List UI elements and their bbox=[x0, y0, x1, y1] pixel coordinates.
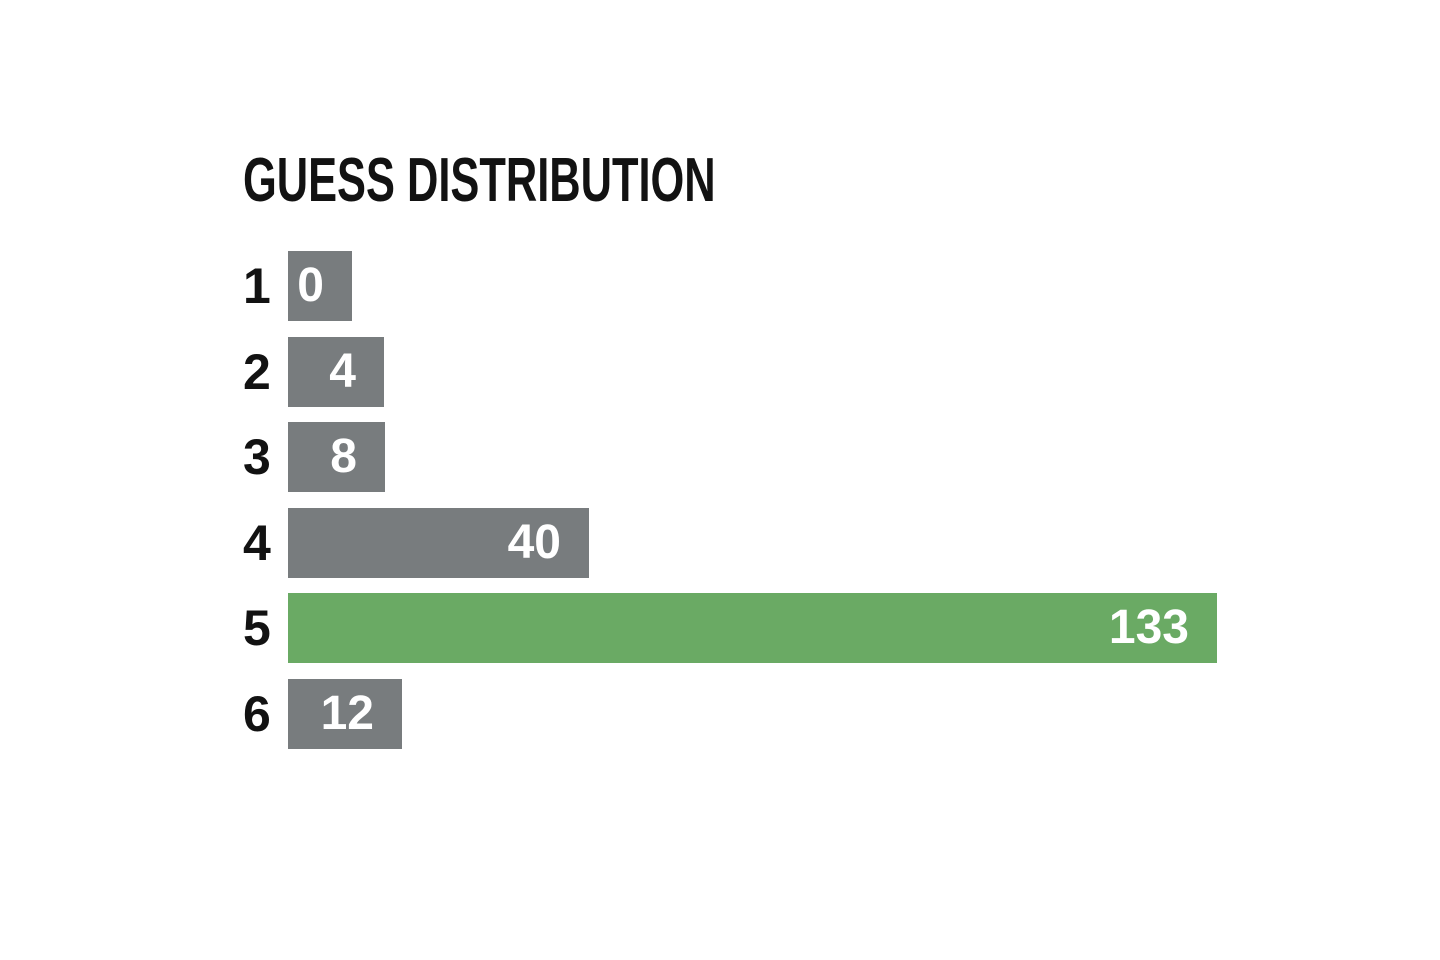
guess-count-bar-highlighted: 133 bbox=[288, 593, 1217, 663]
guess-number-label: 6 bbox=[243, 685, 271, 742]
guess-count-value: 4 bbox=[329, 344, 356, 398]
guess-count-value: 0 bbox=[297, 259, 324, 312]
guess-number-label: 3 bbox=[243, 429, 271, 485]
guess-number-label: 2 bbox=[243, 343, 271, 400]
chart-row-5: 5 133 bbox=[243, 593, 1217, 663]
guess-number-label: 1 bbox=[243, 258, 271, 314]
chart-row-6: 6 12 bbox=[243, 678, 1217, 749]
chart-row-4: 4 40 bbox=[243, 507, 1217, 578]
chart-rows: 1 0 2 4 3 8 4 40 5 133 bbox=[243, 251, 1217, 749]
chart-row-2: 2 4 bbox=[243, 336, 1217, 407]
guess-count-bar: 12 bbox=[288, 678, 402, 749]
guess-count-value: 12 bbox=[320, 686, 374, 740]
guess-count-value: 40 bbox=[507, 515, 561, 569]
guess-count-value: 133 bbox=[1108, 601, 1189, 654]
guess-distribution-chart: GUESS DISTRIBUTION 1 0 2 4 3 8 4 40 bbox=[243, 150, 1217, 764]
guess-number-label: 4 bbox=[243, 514, 271, 571]
guess-count-value: 8 bbox=[330, 430, 357, 483]
chart-row-1: 1 0 bbox=[243, 251, 1217, 321]
guess-count-bar: 4 bbox=[288, 336, 384, 407]
guess-count-bar: 40 bbox=[288, 507, 589, 578]
guess-count-bar: 8 bbox=[288, 422, 385, 492]
guess-number-label: 5 bbox=[243, 600, 271, 656]
guess-count-bar: 0 bbox=[288, 251, 352, 321]
chart-row-3: 3 8 bbox=[243, 422, 1217, 492]
chart-title: GUESS DISTRIBUTION bbox=[243, 146, 716, 215]
